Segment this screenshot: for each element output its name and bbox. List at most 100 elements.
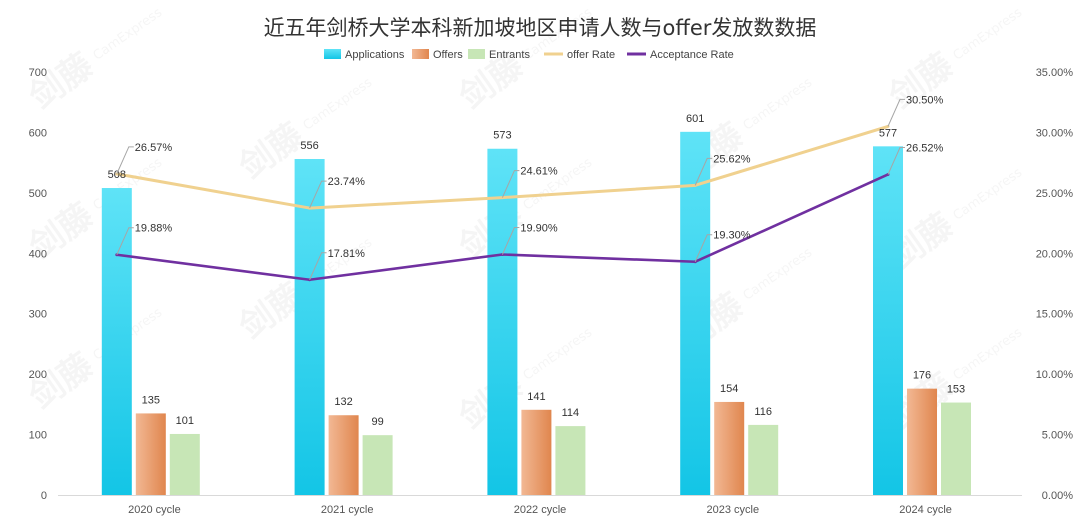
bar-value-label: 132 bbox=[334, 396, 352, 408]
bar-value-label: 573 bbox=[493, 130, 511, 142]
leader-line bbox=[694, 157, 713, 186]
bar-value-label: 114 bbox=[562, 407, 580, 419]
watermark-logo: 剑藤 bbox=[22, 46, 101, 118]
leader-line bbox=[887, 146, 906, 175]
bar-offers bbox=[135, 413, 166, 495]
legend-swatch-offers bbox=[412, 49, 429, 59]
bar-value-label: 556 bbox=[300, 140, 318, 152]
legend-item-entrants: Entrants bbox=[468, 49, 530, 61]
bar-offers bbox=[907, 388, 938, 495]
bar-entrants bbox=[748, 424, 779, 495]
y-left-tick-label: 400 bbox=[29, 248, 47, 260]
leader-line bbox=[887, 98, 906, 127]
y-right-tick-label: 5.00% bbox=[1042, 430, 1073, 442]
leader-line bbox=[309, 180, 327, 209]
x-tick-label: 2021 cycle bbox=[321, 504, 374, 516]
bar-offers bbox=[328, 415, 359, 495]
leader-line bbox=[501, 170, 520, 198]
legend-label-offer-rate: offer Rate bbox=[567, 49, 615, 61]
watermark-brand: CamExpress bbox=[91, 5, 166, 64]
line-value-label: 19.88% bbox=[135, 223, 173, 235]
legend-item-offer-rate: offer Rate bbox=[544, 49, 615, 61]
leader-line bbox=[116, 146, 134, 175]
data-labels: 508 135 101 556 132 99 573 141 114 601 154 116 577 17… bbox=[108, 94, 966, 428]
y-axis-left: 0 100 200 300 400 500 600 700 bbox=[29, 67, 47, 502]
y-right-tick-label: 10.00% bbox=[1036, 369, 1074, 381]
bar-entrants bbox=[362, 435, 393, 495]
line-value-label: 30.50% bbox=[906, 94, 944, 106]
chart-title: 近五年剑桥大学本科新加坡地区申请人数与offer发放数数据 bbox=[264, 16, 817, 40]
y-left-tick-label: 0 bbox=[41, 490, 47, 502]
bar-value-label: 508 bbox=[108, 169, 126, 181]
bar-applications bbox=[294, 159, 325, 495]
bar-applications bbox=[873, 146, 904, 495]
line-value-label: 26.52% bbox=[906, 142, 944, 154]
bar-entrants bbox=[169, 433, 200, 495]
bar-value-label: 116 bbox=[754, 406, 772, 418]
watermark-mark: 剑藤CamExpress bbox=[452, 145, 602, 267]
y-left-tick-label: 300 bbox=[29, 309, 47, 321]
line-value-label: 19.30% bbox=[713, 230, 751, 242]
legend-label-acceptance-rate: Acceptance Rate bbox=[650, 49, 734, 61]
line-value-label: 26.57% bbox=[135, 142, 173, 154]
bar-value-label: 154 bbox=[720, 383, 738, 395]
line-value-label: 25.62% bbox=[713, 153, 751, 165]
watermark-brand: CamExpress bbox=[741, 75, 816, 134]
bar-offers bbox=[521, 409, 552, 495]
bar-value-label: 101 bbox=[176, 415, 194, 427]
x-axis: 2020 cycle 2021 cycle 2022 cycle 2023 cycle… bbox=[58, 495, 1022, 516]
line-value-label: 17.81% bbox=[328, 248, 366, 260]
bar-value-label: 141 bbox=[527, 391, 545, 403]
line-value-label: 23.74% bbox=[328, 176, 366, 188]
bar-value-label: 577 bbox=[879, 127, 897, 139]
bar-value-label: 176 bbox=[913, 370, 931, 382]
y-left-tick-label: 600 bbox=[29, 127, 47, 139]
y-right-tick-label: 35.00% bbox=[1036, 67, 1074, 79]
watermark-brand: CamExpress bbox=[521, 325, 596, 384]
y-left-tick-label: 200 bbox=[29, 369, 47, 381]
leader-line bbox=[116, 227, 134, 255]
y-right-tick-label: 20.00% bbox=[1036, 248, 1074, 260]
legend-label-applications: Applications bbox=[345, 49, 405, 61]
bar-entrants bbox=[555, 426, 586, 495]
legend-swatch-applications bbox=[324, 49, 341, 59]
line-value-label: 19.90% bbox=[520, 222, 558, 234]
watermark-brand: CamExpress bbox=[951, 165, 1026, 224]
bar-applications bbox=[487, 148, 518, 495]
watermark-brand: CamExpress bbox=[301, 75, 376, 134]
y-right-tick-label: 15.00% bbox=[1036, 309, 1074, 321]
bar-applications bbox=[680, 131, 711, 495]
y-right-tick-label: 30.00% bbox=[1036, 127, 1074, 139]
legend-item-acceptance-rate: Acceptance Rate bbox=[627, 49, 734, 61]
y-left-tick-label: 500 bbox=[29, 188, 47, 200]
watermark-mark: 剑藤CamExpress bbox=[882, 155, 1032, 277]
legend-label-offers: Offers bbox=[433, 49, 463, 61]
leader-line bbox=[309, 252, 327, 280]
leader-line bbox=[694, 234, 713, 262]
leader-line bbox=[501, 226, 520, 255]
x-tick-label: 2020 cycle bbox=[128, 504, 181, 516]
x-tick-label: 2024 cycle bbox=[899, 504, 952, 516]
bar-entrants bbox=[941, 402, 972, 495]
watermark-logo: 剑藤 bbox=[882, 46, 961, 118]
watermark-brand: CamExpress bbox=[521, 155, 596, 214]
x-tick-label: 2022 cycle bbox=[514, 504, 567, 516]
line-value-label: 24.61% bbox=[520, 166, 558, 178]
bar-applications bbox=[101, 188, 132, 495]
watermark-mark: 剑藤CamExpress bbox=[22, 0, 172, 117]
watermark-brand: CamExpress bbox=[951, 325, 1026, 384]
legend-label-entrants: Entrants bbox=[489, 49, 530, 61]
watermark-brand: CamExpress bbox=[741, 245, 816, 304]
watermark-brand: CamExpress bbox=[951, 5, 1026, 64]
legend-item-offers: Offers bbox=[412, 49, 463, 61]
legend-swatch-entrants bbox=[468, 49, 485, 59]
bar-offers bbox=[714, 401, 745, 495]
bar-value-label: 601 bbox=[686, 113, 704, 125]
legend-item-applications: Applications bbox=[324, 49, 405, 61]
bar-value-label: 153 bbox=[947, 384, 965, 396]
y-right-tick-label: 0.00% bbox=[1042, 490, 1073, 502]
bar-value-label: 135 bbox=[142, 394, 160, 406]
bars bbox=[101, 131, 972, 495]
y-left-tick-label: 100 bbox=[29, 430, 47, 442]
